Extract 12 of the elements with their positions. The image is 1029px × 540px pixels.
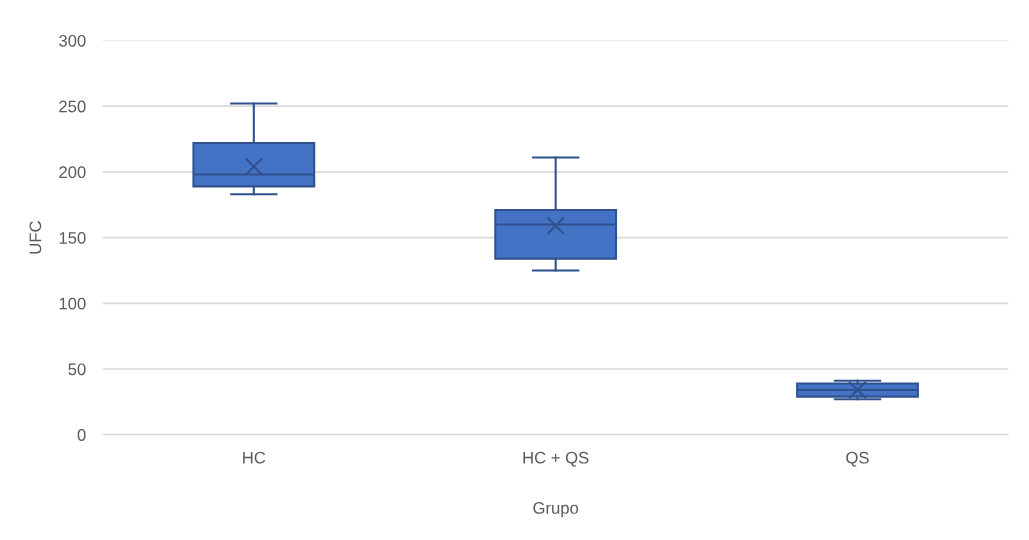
- y-tick-label: 100: [59, 297, 86, 310]
- x-tick-label: HC: [243, 451, 266, 464]
- y-tick-label: 300: [59, 34, 86, 47]
- x-tick-label: QS: [846, 451, 869, 467]
- y-tick-label: 0: [77, 429, 86, 441]
- y-axis-title: UFC: [29, 221, 42, 254]
- y-tick-label: 250: [59, 100, 86, 113]
- y-tick-label: 200: [59, 166, 86, 179]
- x-tick-label: HC + QS: [523, 451, 589, 467]
- y-tick-label: 50: [68, 363, 86, 376]
- y-tick-label: 150: [59, 232, 86, 244]
- x-axis-title: Grupo: [533, 502, 579, 518]
